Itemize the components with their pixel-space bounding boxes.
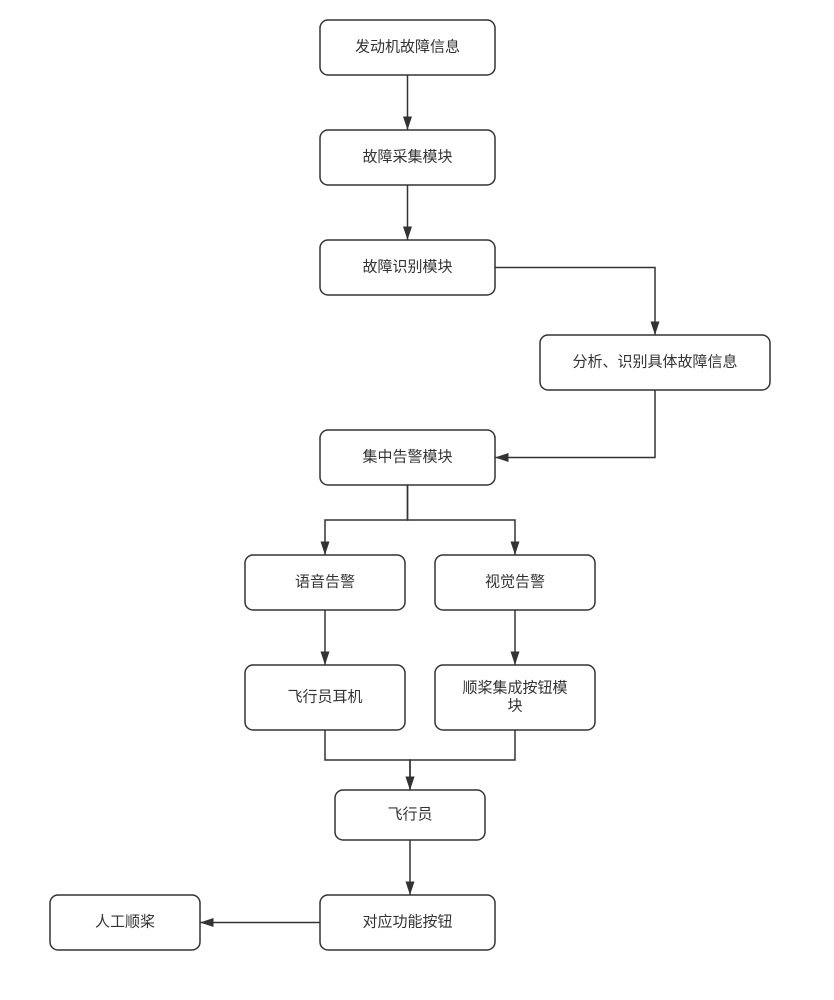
flowchart: 发动机故障信息故障采集模块故障识别模块分析、识别具体故障信息集中告警模块语音告警…	[0, 0, 834, 1000]
node-n8: 飞行员耳机	[245, 665, 405, 730]
node-n3: 故障识别模块	[320, 240, 495, 295]
edge-n4-n5	[495, 390, 655, 458]
node-label-n11: 对应功能按钮	[362, 912, 452, 930]
node-n9: 顺桨集成按钮模块	[435, 665, 595, 730]
node-label-n5: 集中告警模块	[362, 448, 452, 465]
node-n11: 对应功能按钮	[320, 895, 495, 950]
node-n10: 飞行员	[335, 790, 485, 840]
node-label-n9-line0: 顺桨集成按钮模	[462, 679, 567, 696]
node-label-n8: 飞行员耳机	[287, 688, 362, 705]
edge-n5-n6	[325, 485, 408, 555]
edge-n5-n7	[408, 485, 516, 555]
node-label-n6: 语音告警	[295, 573, 355, 590]
edge-n9-n10	[410, 730, 515, 790]
node-label-n10: 飞行员	[387, 806, 432, 823]
node-label-n9-line1: 块	[507, 697, 522, 714]
edge-n8-n10	[325, 730, 410, 790]
node-n1: 发动机故障信息	[320, 20, 495, 75]
nodes-group: 发动机故障信息故障采集模块故障识别模块分析、识别具体故障信息集中告警模块语音告警…	[50, 20, 770, 950]
node-label-n4: 分析、识别具体故障信息	[572, 352, 737, 370]
node-n12: 人工顺桨	[50, 895, 200, 950]
node-n7: 视觉告警	[435, 555, 595, 610]
edge-n3-n4	[495, 268, 655, 336]
node-label-n3: 故障识别模块	[362, 257, 452, 275]
node-label-n2: 故障采集模块	[362, 147, 452, 165]
node-label-n1: 发动机故障信息	[355, 37, 460, 55]
node-label-n12: 人工顺桨	[95, 913, 155, 930]
node-n5: 集中告警模块	[320, 430, 495, 485]
node-n4: 分析、识别具体故障信息	[540, 335, 770, 390]
node-n6: 语音告警	[245, 555, 405, 610]
node-n2: 故障采集模块	[320, 130, 495, 185]
node-label-n7: 视觉告警	[485, 573, 545, 590]
